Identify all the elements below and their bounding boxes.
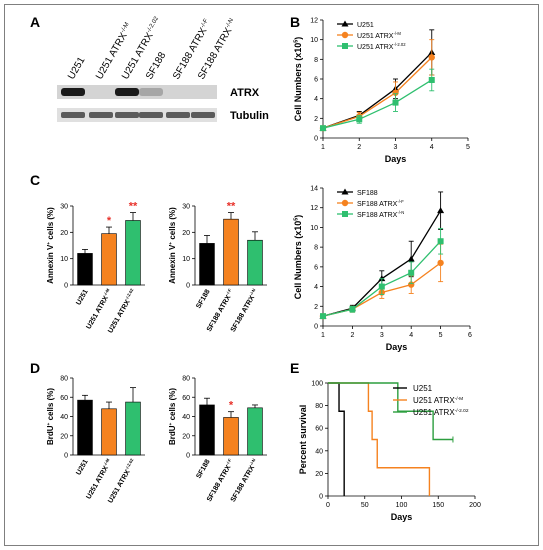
panel-label-a: A [30, 14, 41, 30]
panel-label-c: C [30, 172, 41, 188]
panel-label-e: E [290, 360, 300, 376]
figure-border [4, 4, 539, 546]
panel-label-d: D [30, 360, 41, 376]
panel-label-b: B [290, 14, 301, 30]
